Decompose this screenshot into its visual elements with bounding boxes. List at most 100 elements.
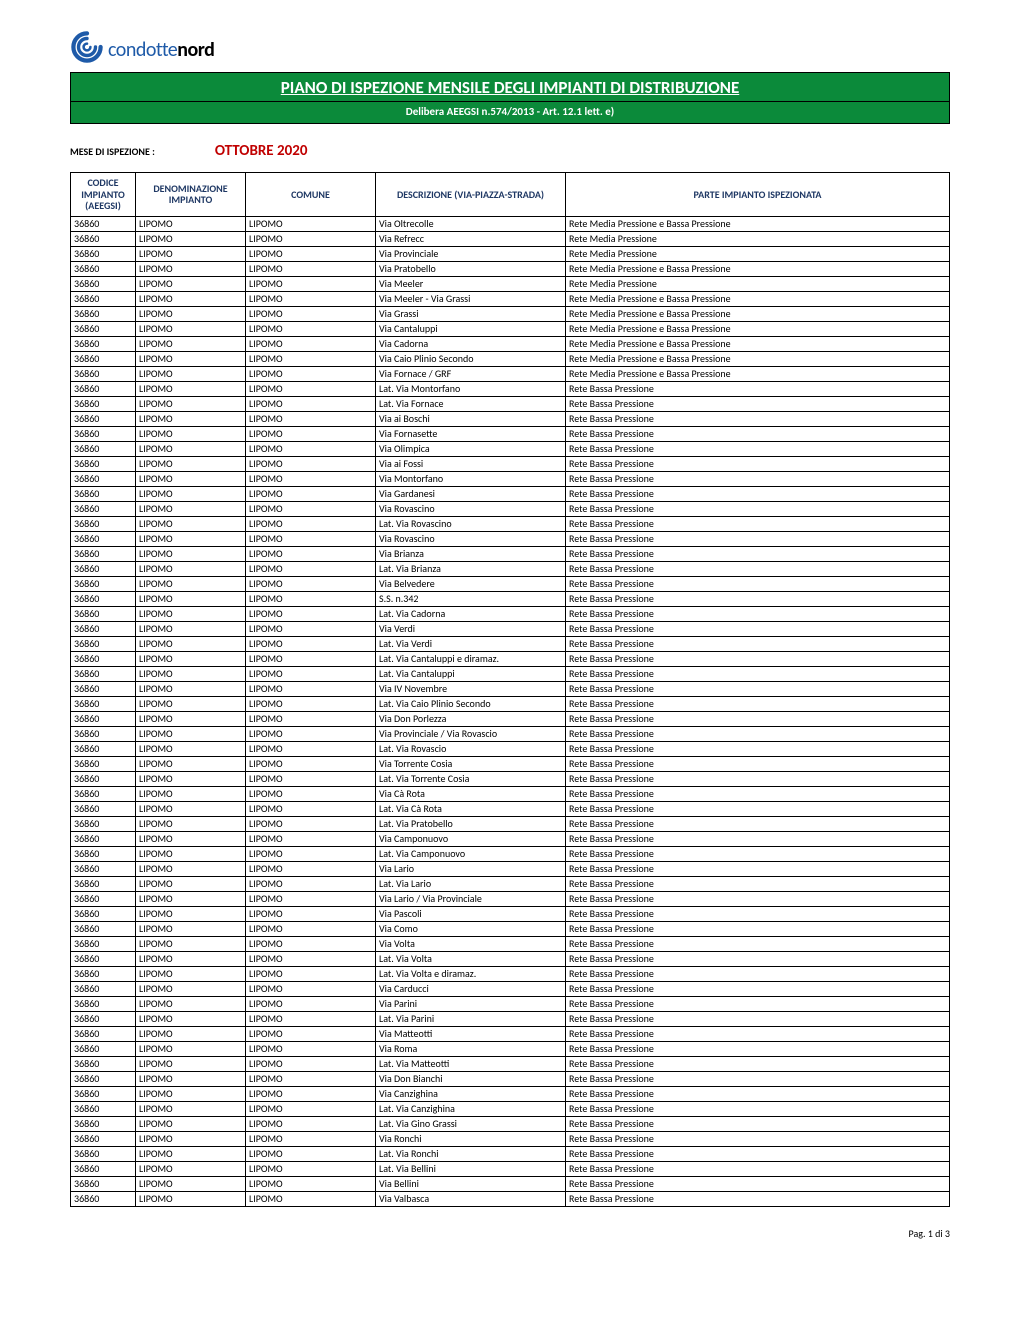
table-cell: LIPOMO xyxy=(246,411,376,426)
table-cell: LIPOMO xyxy=(136,801,246,816)
table-cell: 36860 xyxy=(71,366,136,381)
table-cell: LIPOMO xyxy=(246,966,376,981)
table-row: 36860LIPOMOLIPOMOVia GardanesiRete Bassa… xyxy=(71,486,950,501)
table-row: 36860LIPOMOLIPOMOLat. Via Volta e dirama… xyxy=(71,966,950,981)
table-row: 36860LIPOMOLIPOMOLat. Via RovascinoRete … xyxy=(71,516,950,531)
table-row: 36860LIPOMOLIPOMOVia RomaRete Bassa Pres… xyxy=(71,1041,950,1056)
table-cell: 36860 xyxy=(71,981,136,996)
table-row: 36860LIPOMOLIPOMOLat. Via CanzighinaRete… xyxy=(71,1101,950,1116)
table-cell: 36860 xyxy=(71,231,136,246)
table-cell: Rete Bassa Pressione xyxy=(566,696,950,711)
table-cell: LIPOMO xyxy=(136,1101,246,1116)
table-cell: Rete Bassa Pressione xyxy=(566,561,950,576)
table-cell: Rete Bassa Pressione xyxy=(566,381,950,396)
table-cell: Lat. Via Montorfano xyxy=(376,381,566,396)
table-cell: Rete Bassa Pressione xyxy=(566,1071,950,1086)
table-cell: LIPOMO xyxy=(246,426,376,441)
col-header: CODICE IMPIANTO (AEEGSI) xyxy=(71,173,136,217)
table-cell: Rete Bassa Pressione xyxy=(566,606,950,621)
table-cell: LIPOMO xyxy=(136,471,246,486)
table-cell: 36860 xyxy=(71,1071,136,1086)
table-cell: LIPOMO xyxy=(136,1146,246,1161)
table-cell: Rete Media Pressione e Bassa Pressione xyxy=(566,321,950,336)
table-cell: S.S. n.342 xyxy=(376,591,566,606)
table-cell: LIPOMO xyxy=(246,261,376,276)
table-head: CODICE IMPIANTO (AEEGSI) DENOMINAZIONE I… xyxy=(71,173,950,217)
table-row: 36860LIPOMOLIPOMOVia LarioRete Bassa Pre… xyxy=(71,861,950,876)
table-cell: Lat. Via Canzighina xyxy=(376,1101,566,1116)
table-row: 36860LIPOMOLIPOMOVia ProvincialeRete Med… xyxy=(71,246,950,261)
table-cell: Lat. Via Fornace xyxy=(376,396,566,411)
table-cell: LIPOMO xyxy=(246,606,376,621)
mese-value: OTTOBRE 2020 xyxy=(215,142,308,160)
table-cell: 36860 xyxy=(71,741,136,756)
table-row: 36860LIPOMOLIPOMOVia ai BoschiRete Bassa… xyxy=(71,411,950,426)
table-cell: LIPOMO xyxy=(246,531,376,546)
table-cell: Lat. Via Gino Grassi xyxy=(376,1116,566,1131)
table-cell: 36860 xyxy=(71,1056,136,1071)
table-cell: Via Matteotti xyxy=(376,1026,566,1041)
table-cell: LIPOMO xyxy=(246,906,376,921)
table-cell: LIPOMO xyxy=(246,726,376,741)
table-cell: LIPOMO xyxy=(136,1086,246,1101)
table-cell: 36860 xyxy=(71,336,136,351)
table-cell: Rete Media Pressione e Bassa Pressione xyxy=(566,261,950,276)
table-row: 36860LIPOMOLIPOMOLat. Via MatteottiRete … xyxy=(71,1056,950,1071)
table-cell: 36860 xyxy=(71,1146,136,1161)
table-cell: 36860 xyxy=(71,486,136,501)
table-cell: Rete Bassa Pressione xyxy=(566,756,950,771)
table-cell: LIPOMO xyxy=(136,696,246,711)
table-row: 36860LIPOMOLIPOMOVia CadornaRete Media P… xyxy=(71,336,950,351)
col-header: COMUNE xyxy=(246,173,376,217)
table-cell: LIPOMO xyxy=(136,321,246,336)
table-cell: LIPOMO xyxy=(136,741,246,756)
table-cell: Via Gardanesi xyxy=(376,486,566,501)
table-cell: Rete Bassa Pressione xyxy=(566,891,950,906)
table-cell: LIPOMO xyxy=(136,906,246,921)
table-cell: LIPOMO xyxy=(136,561,246,576)
table-cell: LIPOMO xyxy=(136,681,246,696)
table-cell: Rete Media Pressione e Bassa Pressione xyxy=(566,336,950,351)
table-cell: LIPOMO xyxy=(246,711,376,726)
table-cell: LIPOMO xyxy=(136,816,246,831)
logo-text-1: condotte xyxy=(108,38,177,62)
table-cell: 36860 xyxy=(71,1026,136,1041)
table-cell: LIPOMO xyxy=(136,891,246,906)
table-cell: LIPOMO xyxy=(246,891,376,906)
table-cell: LIPOMO xyxy=(136,546,246,561)
table-cell: Rete Media Pressione e Bassa Pressione xyxy=(566,366,950,381)
table-cell: Via Olimpica xyxy=(376,441,566,456)
table-cell: Lat. Via Pratobello xyxy=(376,816,566,831)
table-row: 36860LIPOMOLIPOMOVia CanzighinaRete Bass… xyxy=(71,1086,950,1101)
table-row: 36860LIPOMOLIPOMOLat. Via Cà RotaRete Ba… xyxy=(71,801,950,816)
table-row: 36860LIPOMOLIPOMOLat. Via CantaluppiRete… xyxy=(71,666,950,681)
table-row: 36860LIPOMOLIPOMOVia PratobelloRete Medi… xyxy=(71,261,950,276)
table-cell: Rete Bassa Pressione xyxy=(566,501,950,516)
table-cell: Via Brianza xyxy=(376,546,566,561)
table-row: 36860LIPOMOLIPOMOVia Lario / Via Provinc… xyxy=(71,891,950,906)
table-cell: LIPOMO xyxy=(246,231,376,246)
table-row: 36860LIPOMOLIPOMOVia CamponuovoRete Bass… xyxy=(71,831,950,846)
table-cell: Via Como xyxy=(376,921,566,936)
table-cell: Via ai Fossi xyxy=(376,456,566,471)
table-cell: Rete Bassa Pressione xyxy=(566,741,950,756)
table-cell: LIPOMO xyxy=(136,1056,246,1071)
table-cell: LIPOMO xyxy=(246,486,376,501)
table-row: 36860LIPOMOLIPOMOVia MontorfanoRete Bass… xyxy=(71,471,950,486)
table-cell: LIPOMO xyxy=(136,1131,246,1146)
table-cell: LIPOMO xyxy=(246,666,376,681)
table-row: 36860LIPOMOLIPOMOVia VoltaRete Bassa Pre… xyxy=(71,936,950,951)
table-cell: LIPOMO xyxy=(246,801,376,816)
table-cell: LIPOMO xyxy=(246,1041,376,1056)
table-cell: LIPOMO xyxy=(246,1071,376,1086)
table-cell: Via Don Porlezza xyxy=(376,711,566,726)
table-cell: Via Roma xyxy=(376,1041,566,1056)
table-cell: LIPOMO xyxy=(136,1011,246,1026)
table-cell: 36860 xyxy=(71,276,136,291)
table-cell: Via Belvedere xyxy=(376,576,566,591)
logo-icon xyxy=(70,30,104,64)
title-sub: Delibera AEEGSI n.574/2013 - Art. 12.1 l… xyxy=(71,101,949,121)
table-cell: Rete Bassa Pressione xyxy=(566,846,950,861)
table-row: 36860LIPOMOLIPOMOVia PascoliRete Bassa P… xyxy=(71,906,950,921)
table-cell: Via Montorfano xyxy=(376,471,566,486)
